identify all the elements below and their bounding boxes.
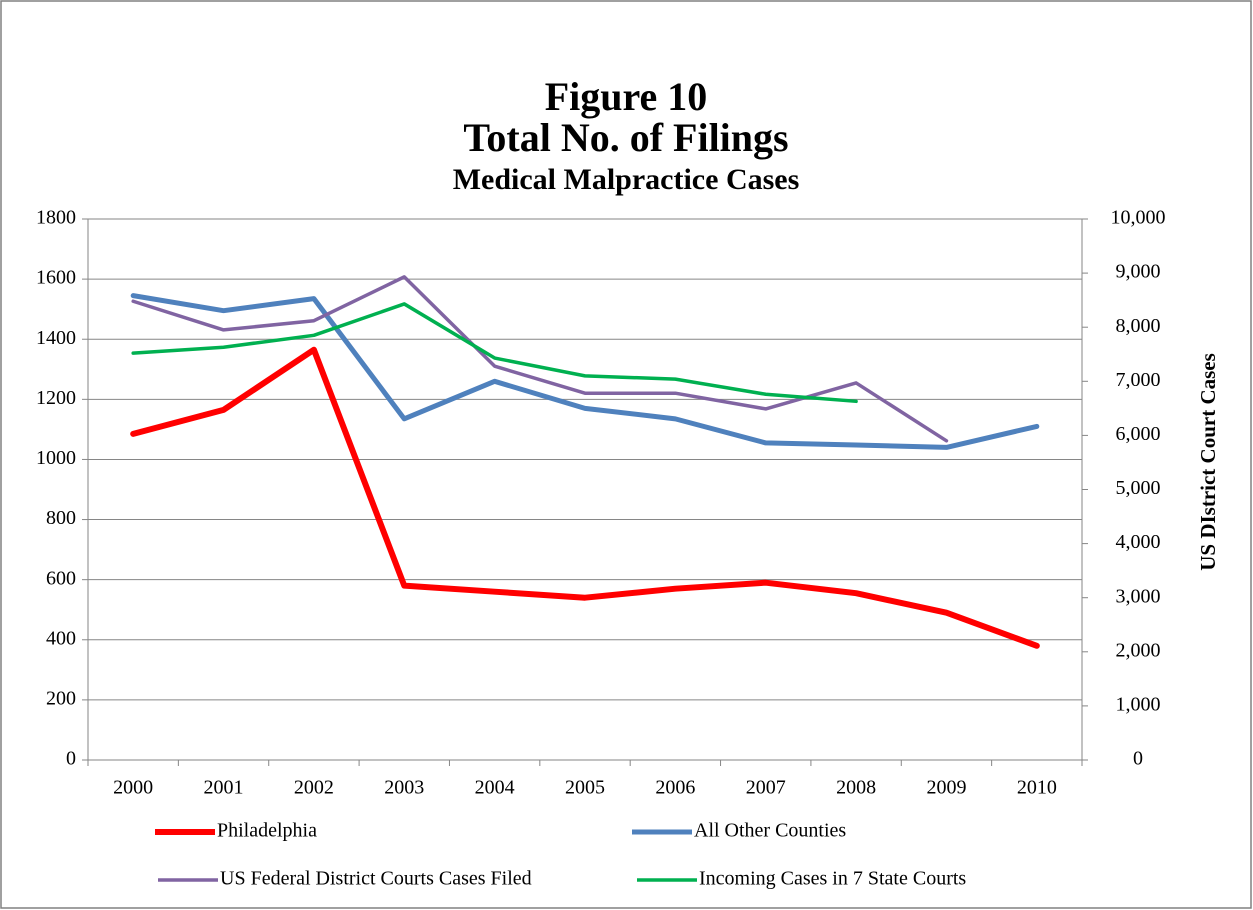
y-tick-label: 1000 — [36, 447, 76, 469]
y2-tick-label: 7,000 — [1116, 369, 1161, 391]
y-tick-label: 400 — [46, 627, 76, 649]
y-tick-label: 0 — [66, 748, 76, 770]
y-tick-label: 800 — [46, 507, 76, 529]
series-line — [131, 302, 858, 404]
x-tick-label: 2006 — [655, 777, 695, 799]
x-tick-label: 2002 — [294, 777, 334, 799]
y2-tick-label: 9,000 — [1116, 261, 1161, 283]
x-tick-label: 2001 — [204, 777, 244, 799]
y2-tick-label: 4,000 — [1116, 531, 1161, 553]
y-tick-label: 1800 — [36, 207, 76, 229]
y-tick-label: 600 — [46, 567, 76, 589]
legend-label: US Federal District Courts Cases Filed — [220, 868, 532, 890]
x-tick-label: 2007 — [746, 777, 786, 799]
x-tick-label: 2004 — [475, 777, 515, 799]
y-tick-label: 1200 — [36, 387, 76, 409]
y2-tick-label: 0 — [1133, 748, 1143, 770]
y2-tick-label: 8,000 — [1116, 315, 1161, 337]
chart-subtitle: Medical Malpractice Cases — [453, 163, 800, 196]
y2-tick-label: 5,000 — [1116, 477, 1161, 499]
series-line — [130, 346, 1040, 649]
series-line — [130, 293, 1040, 450]
x-tick-label: 2008 — [836, 777, 876, 799]
x-tick-label: 2005 — [565, 777, 605, 799]
legend-label: Incoming Cases in 7 State Courts — [699, 868, 966, 890]
y2-axis-title: US DIstrict Court Cases — [1196, 353, 1220, 571]
y2-tick-label: 1,000 — [1116, 693, 1161, 715]
x-tick-label: 2000 — [113, 777, 153, 799]
x-tick-label: 2003 — [384, 777, 424, 799]
y2-tick-label: 3,000 — [1116, 585, 1161, 607]
legend-label: Philadelphia — [217, 820, 317, 842]
y-tick-label: 1600 — [36, 267, 76, 289]
legend-label: All Other Counties — [694, 820, 846, 842]
y2-tick-label: 2,000 — [1116, 639, 1161, 661]
chart-title: Figure 10 — [545, 74, 708, 119]
series-line — [131, 275, 949, 443]
x-tick-label: 2009 — [926, 777, 966, 799]
chart-title: Total No. of Filings — [463, 115, 788, 160]
x-tick-label: 2010 — [1017, 777, 1057, 799]
y-tick-label: 1400 — [36, 327, 76, 349]
y-tick-label: 200 — [46, 687, 76, 709]
y2-tick-label: 10,000 — [1111, 207, 1166, 229]
y2-tick-label: 6,000 — [1116, 423, 1161, 445]
